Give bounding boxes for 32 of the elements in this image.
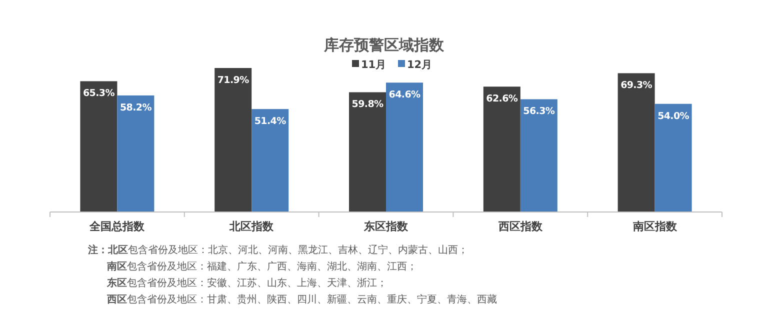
bar — [520, 99, 558, 212]
x-tick-label: 东区指数 — [363, 220, 409, 233]
data-label: 51.4% — [254, 116, 287, 128]
bar — [386, 82, 423, 212]
x-tick-label: 西区指数 — [497, 220, 544, 233]
bar — [117, 95, 154, 212]
data-label: 58.2% — [120, 102, 152, 114]
data-label: 64.6% — [388, 90, 422, 101]
text: 注：北区包含省份及地区：北京、河北、河南、黑龙江、吉林、辽宁、内蒙古、山西； — [87, 244, 468, 256]
text: 东区包含省份及地区：安徽、江苏、山东、上海、天津、浙江； — [106, 277, 387, 289]
bar — [654, 104, 692, 212]
data-label: 69.3% — [620, 80, 653, 92]
text: 西区包含省份及地区：甘肃、贵州、陕西、四川、新疆、云南、重庆、宁夏、青海、西藏 — [106, 294, 497, 306]
chart-title: 库存预警区域指数 — [323, 36, 445, 54]
x-tick-label: 南区指数 — [632, 220, 678, 233]
data-label: 54.0% — [658, 110, 690, 122]
x-tick-label: 北区指数 — [228, 220, 275, 233]
data-label: 56.3% — [523, 106, 556, 118]
legend-label: 12月 — [407, 59, 433, 71]
data-label: 65.3% — [82, 88, 116, 100]
bar — [618, 73, 655, 212]
bar — [80, 81, 118, 212]
x-tick-label: 全国总指数 — [88, 220, 146, 233]
bar — [349, 92, 386, 212]
legend-label: 11月 — [361, 59, 387, 71]
data-label: 62.6% — [486, 94, 518, 105]
bar — [214, 68, 252, 212]
text: 南区包含省份及地区：福建、广东、广西、海南、湖北、湖南、江西； — [106, 260, 417, 272]
data-label: 59.8% — [352, 99, 384, 110]
bar — [483, 86, 520, 212]
bar — [252, 109, 289, 212]
data-label: 71.9% — [217, 75, 250, 86]
